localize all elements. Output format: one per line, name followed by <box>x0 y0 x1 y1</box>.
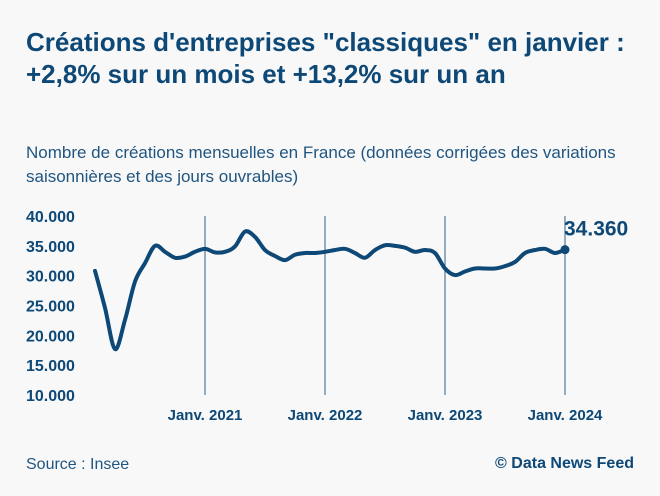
last-point-marker <box>560 245 570 255</box>
source-note: Source : Insee <box>26 456 130 473</box>
x-tick-label: Janv. 2022 <box>288 407 363 424</box>
last-value-label: 34.360 <box>564 218 628 241</box>
chart-title: Créations d'entreprises "classiques" en … <box>26 27 625 89</box>
x-tick-label: Janv. 2023 <box>408 407 483 424</box>
y-tick-label: 40.000 <box>26 209 75 226</box>
y-tick-label: 20.000 <box>26 328 75 345</box>
y-tick-label: 15.000 <box>26 358 75 375</box>
y-tick-label: 35.000 <box>26 239 75 256</box>
chart-subtitle: Nombre de créations mensuelles en France… <box>26 143 616 186</box>
series-line <box>93 229 567 352</box>
x-tick-label: Janv. 2024 <box>528 407 603 424</box>
y-tick-label: 10.000 <box>26 388 75 405</box>
y-tick-label: 25.000 <box>26 299 75 316</box>
y-tick-label: 30.000 <box>26 269 75 286</box>
brand-credit: © Data News Feed <box>495 455 634 472</box>
x-tick-label: Janv. 2021 <box>168 407 243 424</box>
